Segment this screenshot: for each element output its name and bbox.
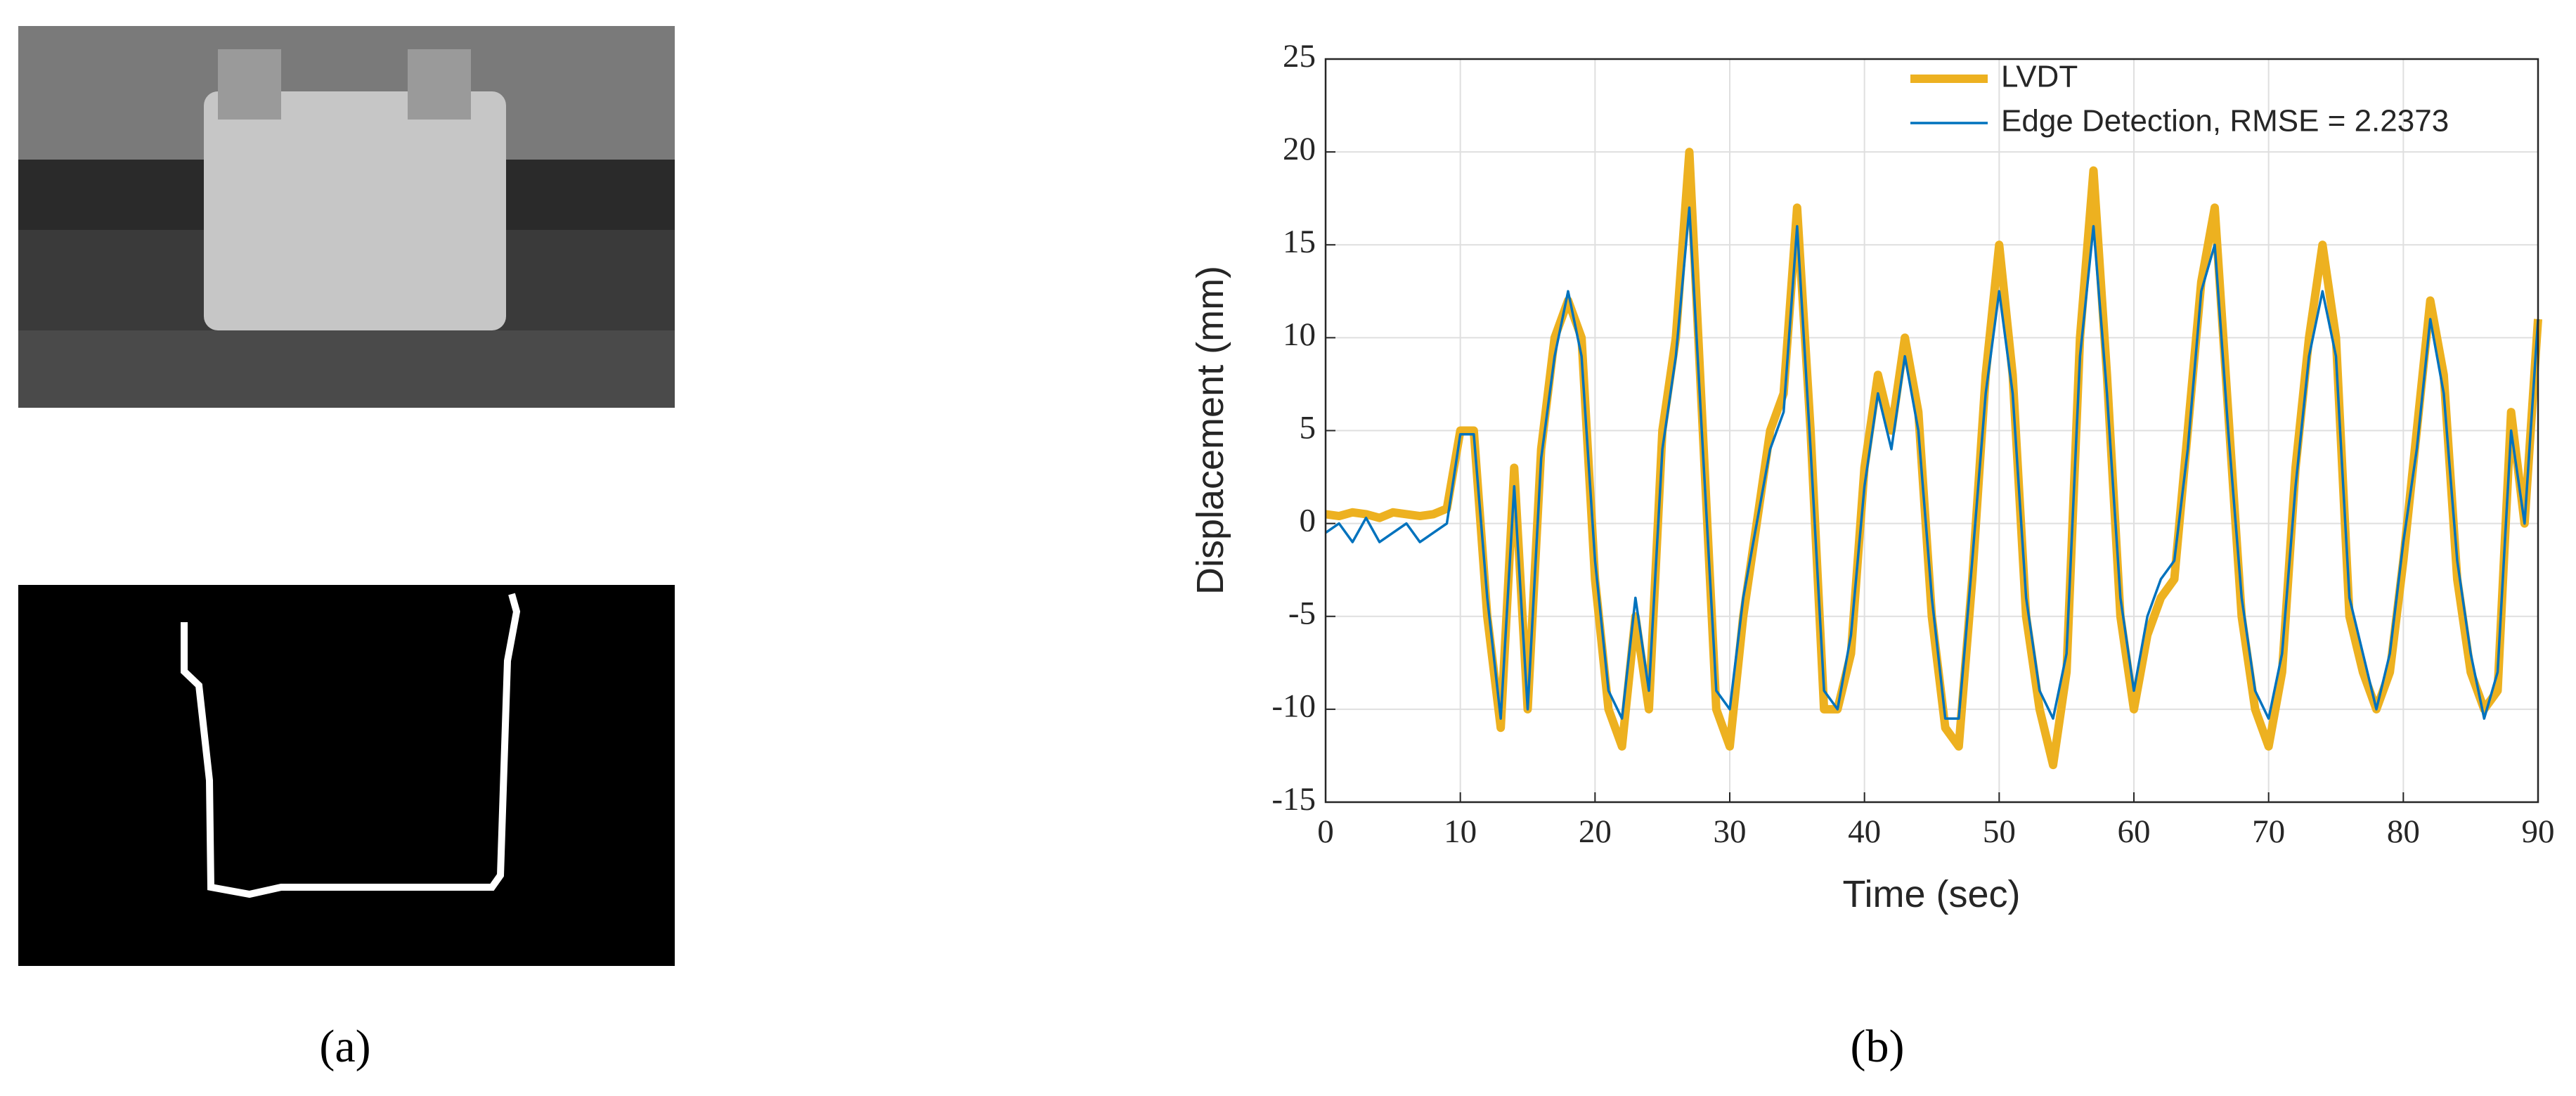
y-tick-label: -5	[1288, 595, 1316, 632]
x-tick-label: 80	[2387, 813, 2420, 850]
panel-label: (a)	[319, 1021, 370, 1072]
y-tick-label: 0	[1300, 502, 1316, 539]
plot-frame	[1324, 58, 2539, 804]
x-tick-label: 30	[1714, 813, 1747, 850]
x-tick-label: 0	[1317, 813, 1334, 850]
x-tick-label: 90	[2522, 813, 2555, 850]
series-line	[1325, 206, 2539, 720]
x-axis-label: Time (sec)	[1843, 873, 2021, 915]
y-tick-label: -15	[1271, 781, 1316, 818]
y-tick-label: 25	[1283, 38, 1316, 75]
x-tick-label: 60	[2118, 813, 2151, 850]
legend-label: LVDT	[2001, 60, 2078, 94]
x-tick-label: 40	[1848, 813, 1881, 850]
x-tick-label: 20	[1579, 813, 1612, 850]
x-tick-label: 50	[1983, 813, 2016, 850]
legend-label: Edge Detection, RMSE = 2.2373	[2001, 104, 2449, 138]
y-tick-label: 5	[1300, 409, 1316, 446]
y-tick-label: 10	[1283, 316, 1316, 353]
x-tick-label: 10	[1444, 813, 1477, 850]
y-tick-label: 20	[1283, 131, 1316, 167]
y-tick-label: -10	[1271, 688, 1316, 725]
x-tick-label: 70	[2252, 813, 2285, 850]
y-axis-label: Displacement (mm)	[1189, 266, 1231, 595]
image-grayscale	[18, 26, 675, 408]
panel-label: (b)	[1851, 1021, 1905, 1072]
y-tick-label: 15	[1283, 224, 1316, 260]
image-edges	[18, 585, 675, 966]
